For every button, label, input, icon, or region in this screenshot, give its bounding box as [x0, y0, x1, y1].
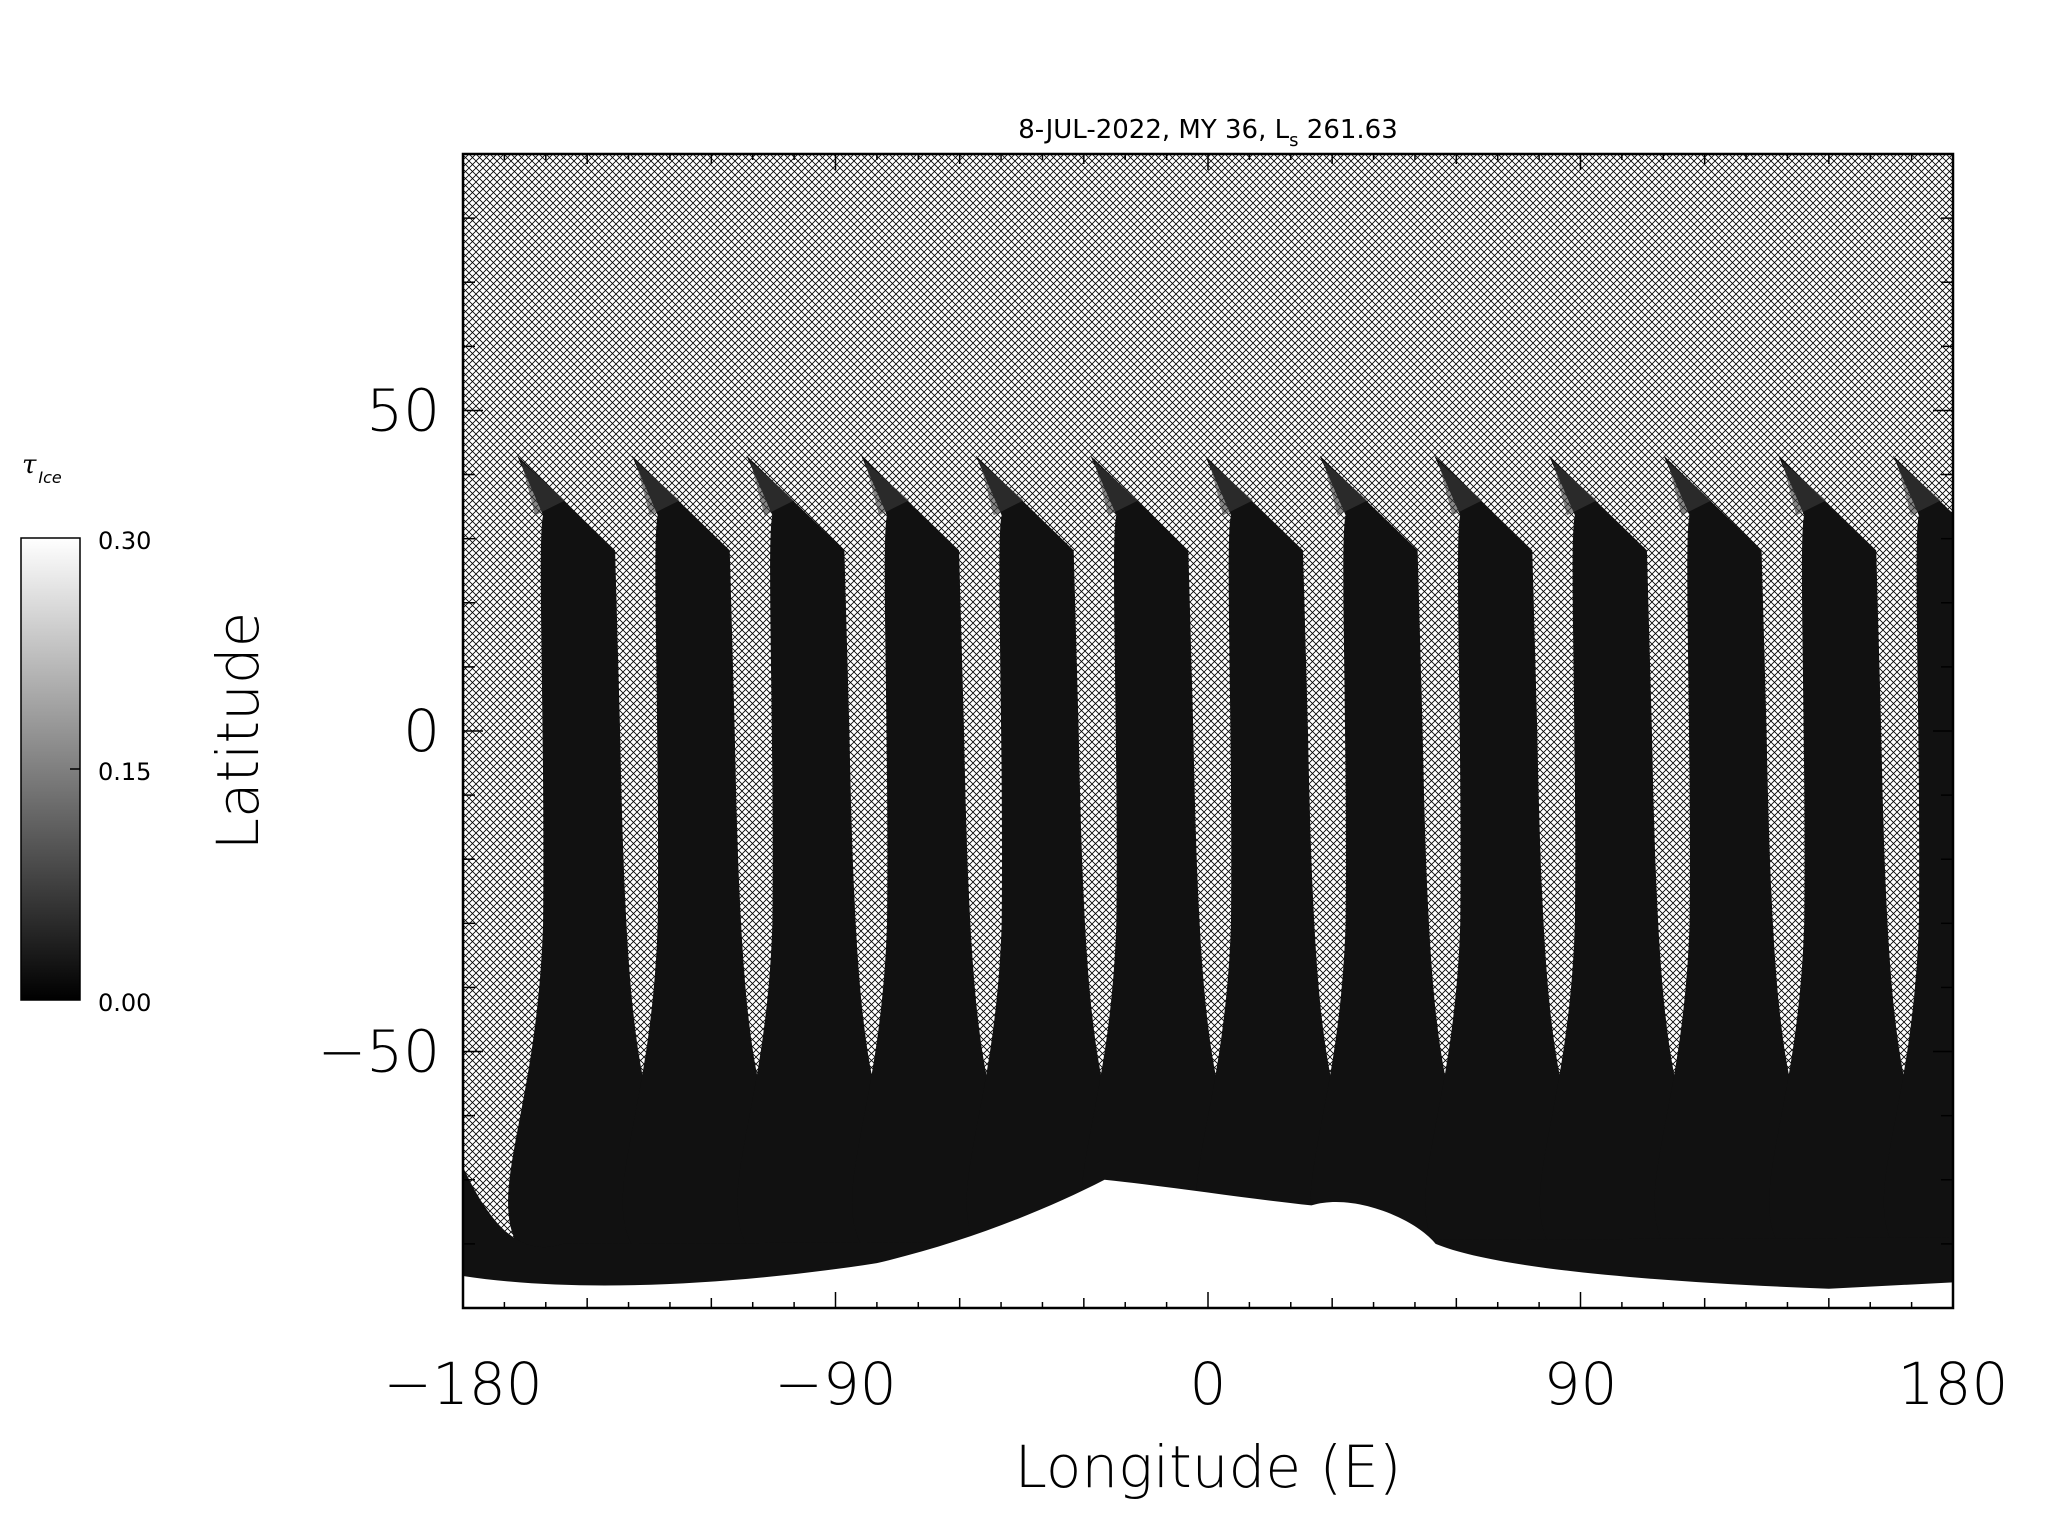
colorbar-tick-mid-label: 0.15	[98, 758, 151, 786]
x-tick-labels: −180 −90 0 90 180	[383, 1350, 2008, 1418]
swath-8	[1310, 455, 1493, 1250]
swath-4	[852, 455, 1035, 1250]
swath-6-tip	[1094, 461, 1139, 516]
x-tick-label: −180	[383, 1350, 542, 1418]
y-axis-label: Latitude	[204, 612, 272, 851]
swath-3	[737, 455, 920, 1250]
swath-5	[966, 455, 1149, 1250]
colorbar-tick-max: 0.30	[98, 527, 151, 555]
swath-7	[1195, 455, 1378, 1250]
x-axis-label: Longitude (E)	[1015, 1433, 1402, 1501]
y-tick-labels: −50 0 50	[318, 376, 440, 1085]
swath-12-tip	[1782, 461, 1827, 516]
y-tick-label: 0	[403, 697, 440, 765]
title-ls-subscript: s	[1289, 130, 1298, 151]
colorbar-label-sub: Ice	[38, 468, 62, 487]
data-layer	[463, 455, 1953, 1308]
x-tick-label: 90	[1544, 1350, 1618, 1418]
x-tick-label: 180	[1898, 1350, 2009, 1418]
swath-2-tip	[635, 461, 680, 516]
chart-title: 8-JUL-2022, MY 36, Ls 261.63	[1018, 115, 1398, 151]
swath-2	[622, 455, 805, 1250]
swath-4-tip	[865, 461, 910, 516]
title-ls-symbol: L	[1275, 115, 1290, 145]
swath-1	[508, 455, 691, 1250]
colorbar: τ Ice 0.30 0.15 0.00	[20, 450, 151, 1017]
swath-8-tip	[1323, 461, 1368, 516]
title-martian-year: MY 36	[1178, 115, 1258, 145]
swath-5-tip	[979, 461, 1024, 516]
swath-1-tip	[521, 461, 566, 516]
title-ls-value: 261.63	[1307, 115, 1398, 145]
title-date: 8-JUL-2022	[1018, 115, 1162, 145]
colorbar-tick-min: 0.00	[98, 989, 151, 1017]
swath-10	[1539, 455, 1722, 1250]
tick-marks	[462, 153, 1954, 1309]
colorbar-label: τ Ice	[22, 450, 62, 487]
swath-13-tip	[1896, 461, 1941, 516]
swath-7-tip	[1208, 461, 1253, 516]
x-tick-label: −90	[774, 1350, 896, 1418]
colorbar-label-symbol: τ	[22, 450, 37, 480]
swath-9	[1425, 455, 1608, 1250]
swath-11-tip	[1667, 461, 1712, 516]
swath-6	[1081, 455, 1264, 1250]
swath-12	[1769, 455, 1952, 1250]
x-tick-label: 0	[1190, 1350, 1227, 1418]
swath-11	[1654, 455, 1837, 1250]
y-tick-label: 50	[366, 376, 440, 444]
swath-3-tip	[750, 461, 795, 516]
y-tick-label: −50	[318, 1018, 440, 1086]
swath-10-tip	[1552, 461, 1597, 516]
south-polar-cap	[463, 1179, 1953, 1308]
swath-9-tip	[1438, 461, 1483, 516]
